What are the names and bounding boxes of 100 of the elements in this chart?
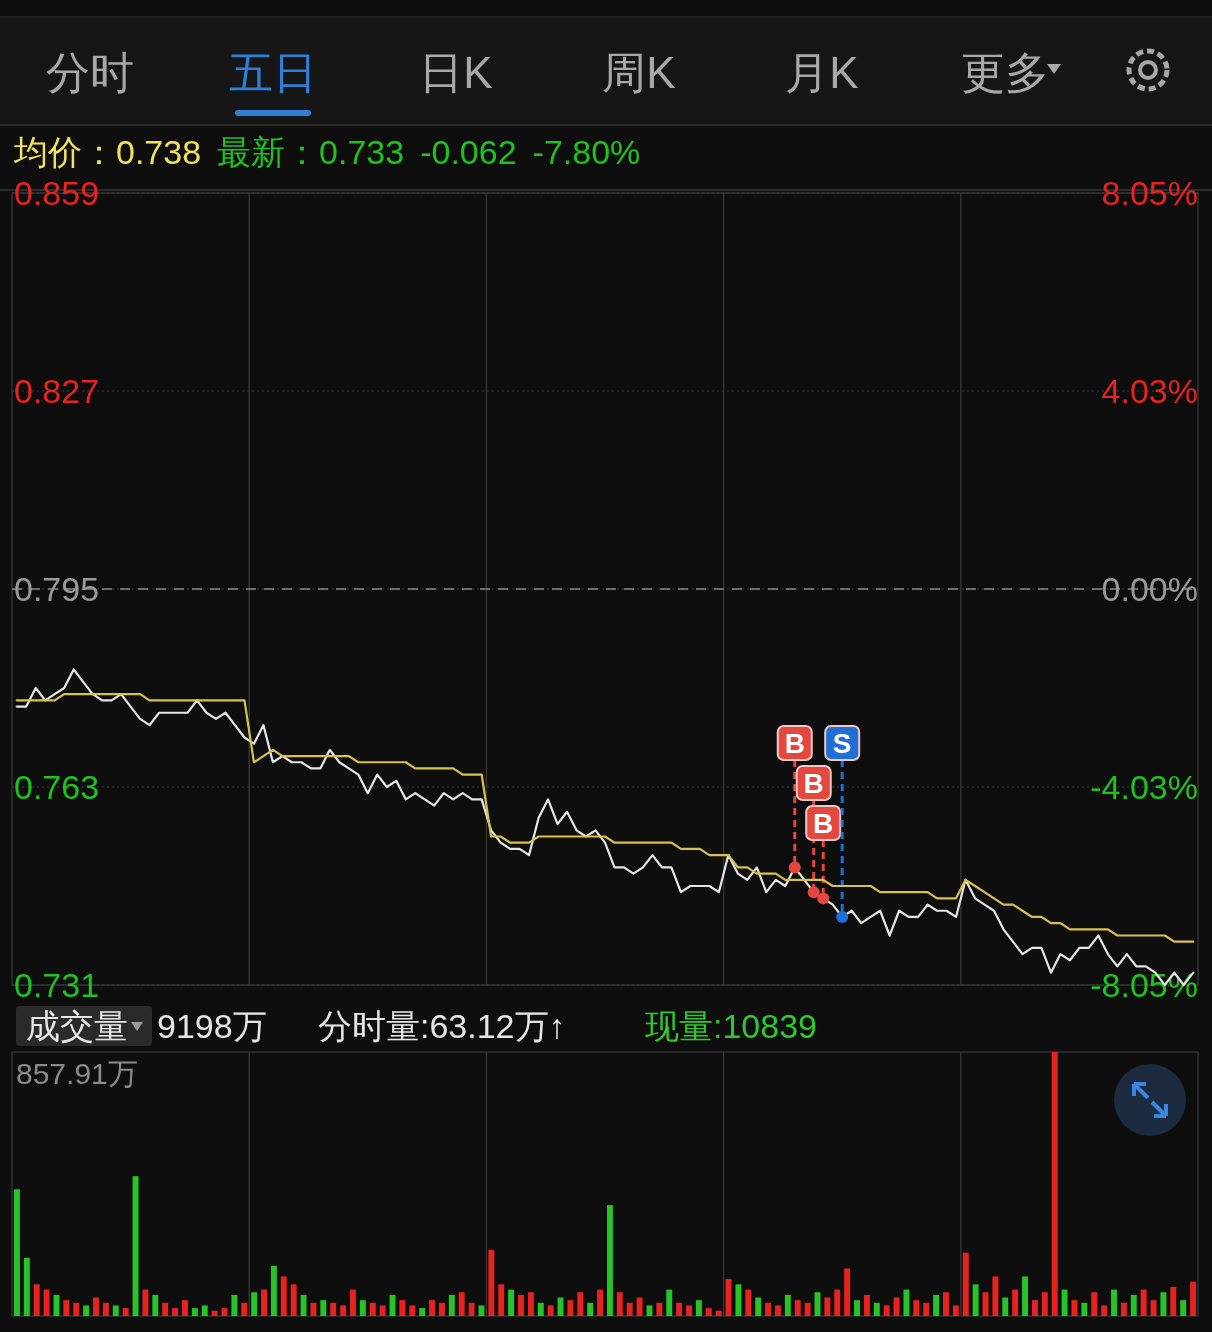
bar — [369, 1302, 376, 1316]
bar — [794, 1300, 801, 1316]
bar — [83, 1305, 90, 1316]
bar — [656, 1302, 663, 1316]
bar — [1031, 1300, 1038, 1316]
y-tick-label: 0.795 — [14, 570, 100, 608]
bar — [1091, 1292, 1098, 1316]
bar — [310, 1302, 317, 1316]
y-tick-label: 0.827 — [14, 372, 100, 410]
bar — [913, 1300, 920, 1316]
bar — [350, 1289, 356, 1316]
bar — [972, 1284, 979, 1316]
bar — [33, 1284, 40, 1316]
bar — [468, 1302, 475, 1316]
bar — [231, 1294, 238, 1316]
line-series — [15, 693, 1195, 943]
bar — [1170, 1286, 1177, 1316]
bar — [270, 1265, 277, 1316]
bar — [676, 1302, 683, 1316]
bar — [1022, 1276, 1029, 1316]
bar — [181, 1300, 188, 1316]
bar — [597, 1289, 604, 1316]
bar — [1071, 1300, 1078, 1316]
bar — [834, 1289, 841, 1316]
bar — [211, 1310, 218, 1316]
text: -0.062 — [420, 133, 517, 171]
bar — [508, 1289, 515, 1316]
bar — [241, 1302, 248, 1316]
bar — [1002, 1297, 1009, 1316]
bar — [844, 1268, 851, 1316]
y2-tick-label: -8.05% — [1090, 966, 1198, 1004]
bar — [1041, 1292, 1048, 1316]
text: -7.80% — [532, 133, 641, 171]
bar — [1101, 1305, 1108, 1316]
bar — [626, 1302, 633, 1316]
bar — [320, 1300, 327, 1316]
bar — [765, 1302, 772, 1316]
text: 均价：0.738 — [13, 133, 202, 171]
bar — [43, 1289, 50, 1316]
bar — [330, 1302, 337, 1316]
bar — [132, 1176, 139, 1316]
bar — [73, 1302, 80, 1316]
text: 成交量 — [26, 1007, 128, 1045]
text: 分时 — [46, 48, 134, 97]
text: 9198万 — [157, 1007, 267, 1045]
bar — [172, 1308, 179, 1316]
data-label: B — [803, 767, 824, 799]
bar — [429, 1300, 436, 1316]
bar — [340, 1305, 347, 1316]
bar — [488, 1250, 495, 1316]
bar — [725, 1279, 732, 1316]
bar — [518, 1294, 524, 1316]
bar — [201, 1305, 208, 1316]
bar — [587, 1302, 594, 1316]
bar — [102, 1302, 109, 1316]
bar — [63, 1300, 70, 1316]
bar — [933, 1294, 940, 1316]
bar — [122, 1308, 129, 1316]
bar — [537, 1302, 544, 1316]
bar — [290, 1284, 297, 1316]
bar — [755, 1297, 762, 1316]
annotation: 857.91万 — [16, 1057, 138, 1090]
bar — [1051, 1052, 1058, 1316]
y2-tick-label: 0.00% — [1101, 570, 1198, 608]
bar — [409, 1305, 416, 1316]
y2-tick-label: 8.05% — [1101, 174, 1198, 212]
bar — [438, 1302, 445, 1316]
bar — [636, 1297, 643, 1316]
bar — [873, 1302, 880, 1316]
bar — [527, 1292, 534, 1316]
bar — [547, 1305, 554, 1316]
text: 更多 — [961, 48, 1049, 97]
bar — [13, 1189, 20, 1316]
bar — [943, 1292, 949, 1316]
y-tick-label: 0.731 — [14, 966, 100, 1004]
bar — [1130, 1294, 1137, 1316]
bar — [606, 1205, 613, 1316]
bar — [824, 1297, 831, 1316]
bar — [112, 1305, 119, 1316]
bar — [261, 1289, 267, 1316]
bar — [251, 1292, 258, 1316]
data-label: S — [832, 727, 852, 759]
y2-tick-label: 4.03% — [1101, 371, 1198, 410]
bar — [962, 1252, 969, 1316]
bar — [359, 1300, 366, 1316]
bar — [686, 1305, 692, 1316]
bar — [745, 1289, 752, 1316]
bar — [992, 1276, 999, 1316]
y-tick-label: 0.763 — [14, 768, 100, 806]
bar — [448, 1294, 455, 1316]
bar — [1061, 1289, 1068, 1316]
y-tick-label: 0.859 — [14, 174, 100, 212]
bar — [715, 1310, 722, 1316]
bar — [419, 1308, 426, 1316]
bar — [774, 1305, 781, 1316]
bar — [804, 1302, 811, 1316]
text: 现量:10839 — [645, 1007, 817, 1045]
bar — [1160, 1292, 1167, 1316]
bar — [478, 1305, 485, 1316]
bar — [1111, 1289, 1117, 1316]
